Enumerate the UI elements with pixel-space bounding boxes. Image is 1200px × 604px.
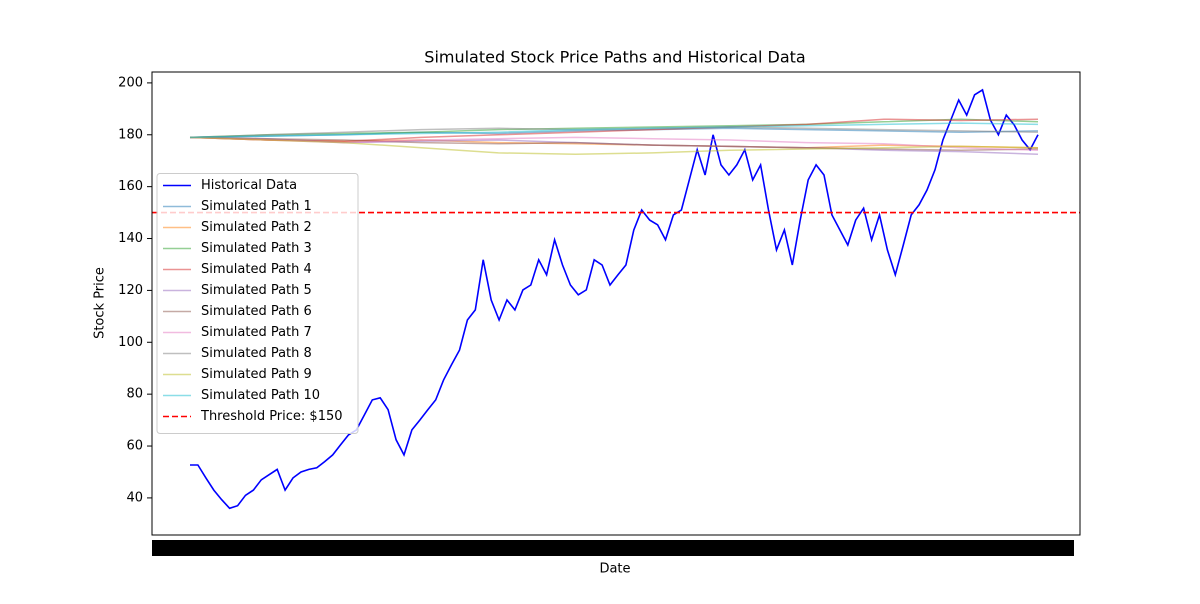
y-tick-label: 40 bbox=[126, 490, 143, 505]
legend-label: Simulated Path 6 bbox=[201, 304, 312, 319]
y-tick-label: 60 bbox=[126, 439, 143, 454]
plot-area bbox=[152, 88, 1080, 510]
y-tick-label: 80 bbox=[126, 387, 143, 402]
x-tick-labels-overlap bbox=[152, 540, 1074, 556]
legend: Historical Data Simulated Path 1 Simulated… bbox=[156, 173, 359, 434]
simulated-line bbox=[189, 136, 1039, 155]
legend-label: Simulated Path 2 bbox=[201, 220, 312, 235]
legend-label: Historical Data bbox=[201, 178, 297, 193]
historical-line bbox=[190, 88, 1039, 510]
y-tick-label: 100 bbox=[118, 335, 143, 350]
legend-label: Simulated Path 1 bbox=[201, 199, 312, 214]
legend-label: Simulated Path 5 bbox=[201, 283, 312, 298]
axes-frame bbox=[151, 71, 1081, 536]
legend-label: Simulated Path 10 bbox=[201, 388, 320, 403]
simulated-line bbox=[189, 118, 1039, 143]
y-axis-label: Stock Price bbox=[93, 267, 108, 339]
y-tick-label: 140 bbox=[118, 231, 143, 246]
legend-label: Simulated Path 7 bbox=[201, 325, 312, 340]
legend-label: Simulated Path 4 bbox=[201, 262, 312, 277]
simulated-line bbox=[189, 118, 1039, 139]
simulated-line bbox=[189, 136, 1039, 152]
x-axis-label: Date bbox=[599, 562, 630, 577]
y-tick-label: 180 bbox=[118, 127, 143, 142]
legend-label: Threshold Price: $150 bbox=[200, 409, 343, 424]
chart-title: Simulated Stock Price Paths and Historic… bbox=[424, 48, 805, 67]
y-tick-label: 160 bbox=[118, 179, 143, 194]
legend-box bbox=[156, 173, 359, 434]
legend-label: Simulated Path 3 bbox=[201, 241, 312, 256]
legend-label: Simulated Path 9 bbox=[201, 367, 312, 382]
simulated-line bbox=[189, 122, 1039, 139]
legend-label: Simulated Path 8 bbox=[201, 346, 312, 361]
y-tick-label: 120 bbox=[118, 283, 143, 298]
y-tick-label: 200 bbox=[118, 75, 143, 90]
